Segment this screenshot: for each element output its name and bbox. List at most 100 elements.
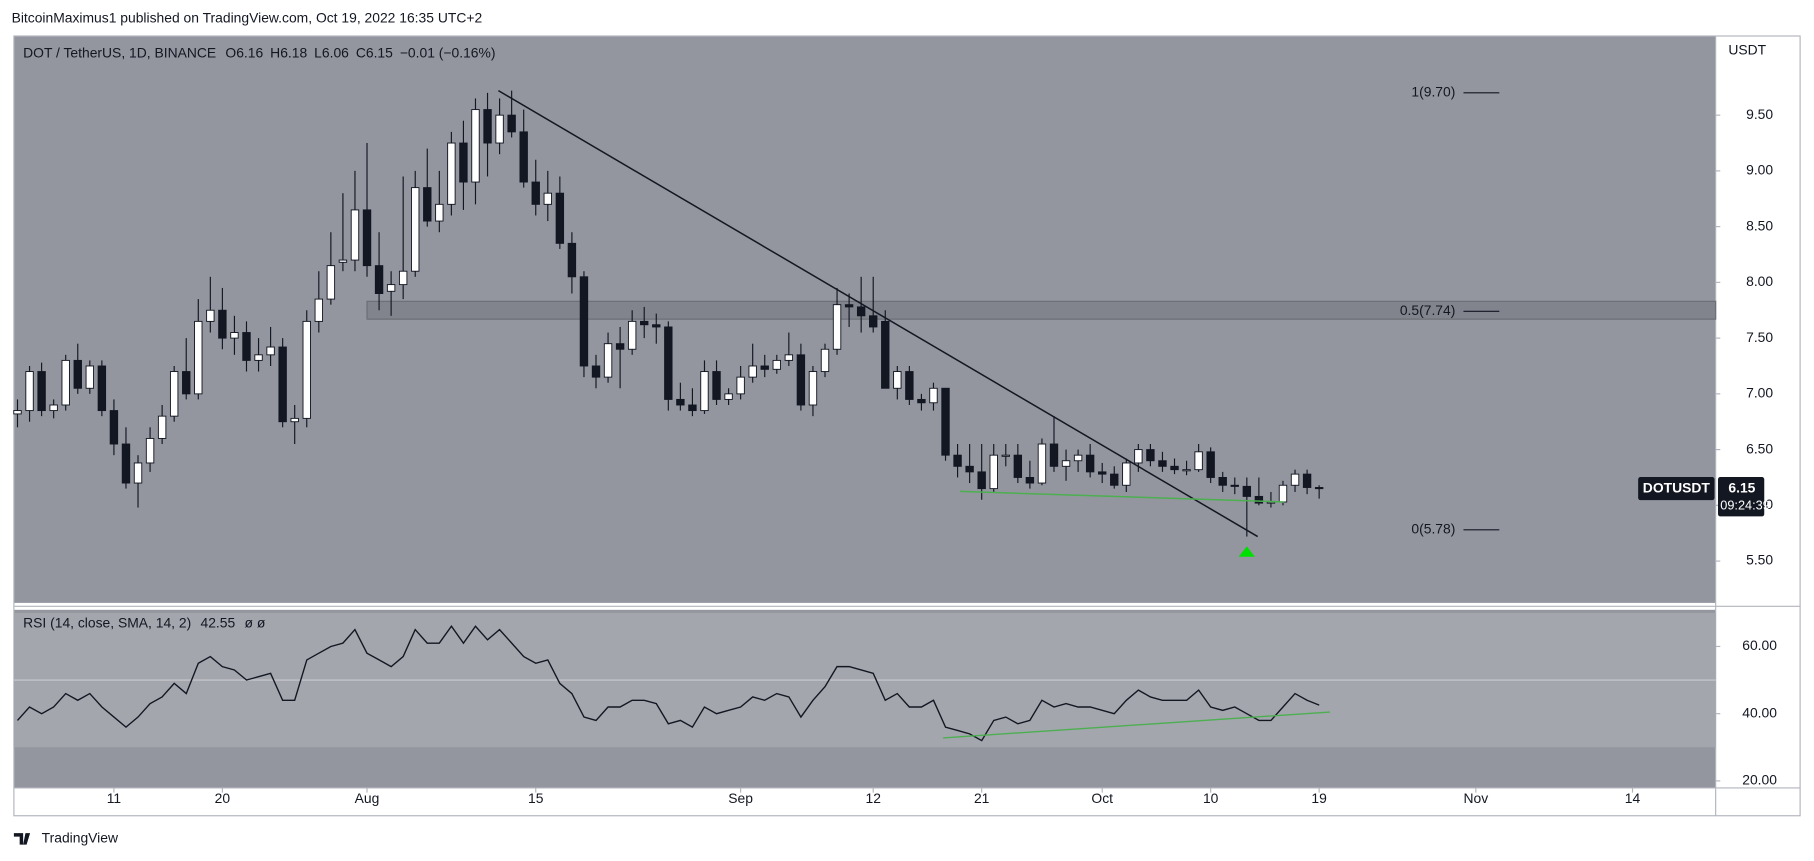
candle-body — [1230, 484, 1239, 487]
candle-body — [145, 437, 155, 464]
candle-body — [917, 398, 926, 404]
candle-body — [1194, 451, 1203, 471]
x-tick-label: 21 — [974, 790, 990, 806]
header: BitcoinMaximus1 published on TradingView… — [12, 9, 483, 25]
candle-body — [121, 443, 131, 484]
candle-body — [748, 365, 757, 378]
candle-body — [49, 404, 58, 412]
candle-body — [1001, 454, 1010, 457]
candle-body — [1254, 495, 1264, 504]
candle-body — [736, 376, 745, 395]
candle-body — [1073, 454, 1083, 462]
candle-body — [1025, 476, 1035, 484]
rsi-label: RSI (14, close, SMA, 14, 2) — [23, 614, 191, 630]
candle-body — [844, 304, 854, 308]
candle-body — [856, 306, 866, 317]
candle-body — [338, 259, 348, 263]
rsi-value: 42.55 — [201, 614, 236, 630]
ohlc-letter: L — [314, 44, 322, 60]
ohlc-letter: C — [356, 44, 366, 60]
candle-body — [893, 371, 902, 389]
candle-body — [37, 371, 46, 412]
candle-body — [652, 324, 661, 328]
footer-logo: TradingView — [13, 830, 119, 846]
candle-body — [386, 284, 396, 292]
candle-body — [712, 371, 721, 400]
candle-body — [808, 371, 818, 406]
rsi-y-tick-label: 40.00 — [1742, 704, 1777, 720]
candle-body — [760, 365, 769, 370]
candle-body — [1218, 476, 1227, 486]
candle-body — [1278, 484, 1288, 503]
candle-body — [1182, 469, 1191, 472]
candle-body — [784, 354, 794, 361]
rsi-line — [16, 625, 1320, 742]
support-line — [959, 490, 1285, 503]
candle-body — [169, 371, 179, 417]
candle-body — [724, 393, 733, 400]
ohlc-letter: H — [270, 44, 280, 60]
candle-body — [97, 365, 107, 412]
resistance-zone — [366, 300, 1717, 320]
candle-body — [471, 109, 480, 183]
candle-body — [1110, 473, 1119, 486]
candle-body — [1170, 465, 1179, 471]
candle-body — [1085, 454, 1095, 473]
y-tick-label: 7.00 — [1746, 385, 1773, 401]
y-tick-label: 9.00 — [1746, 162, 1773, 178]
fib-label: 1(9.70) — [1411, 84, 1455, 100]
candle-body — [73, 359, 82, 389]
candle-body — [627, 320, 637, 350]
rsi-nulls: ø ø — [244, 614, 265, 630]
candle-body — [688, 404, 697, 412]
candle-body — [832, 304, 842, 350]
x-tick-label: 11 — [107, 790, 122, 806]
candle-body — [1146, 449, 1155, 462]
candle-body — [953, 454, 962, 467]
ohlc-letter: O — [225, 44, 236, 60]
candle-body — [182, 371, 191, 395]
candle-body — [423, 187, 432, 222]
candle-body — [1134, 449, 1143, 464]
candle-body — [1302, 473, 1312, 488]
candle-body — [411, 187, 420, 272]
candle-body — [85, 365, 95, 389]
x-tick-label: Oct — [1091, 790, 1113, 806]
candle-body — [314, 298, 324, 322]
x-tick-label: Nov — [1463, 790, 1488, 806]
candle-body — [640, 320, 649, 326]
candle-body — [700, 371, 709, 412]
candle-body — [567, 242, 577, 278]
candle-body — [230, 332, 239, 339]
candle-body — [1314, 487, 1324, 490]
candle-body — [869, 315, 878, 328]
ohlc-value: 6.15 — [366, 44, 393, 60]
candle-body — [157, 415, 167, 439]
rsi-legend: RSI (14, close, SMA, 14, 2) 42.55 ø ø — [23, 614, 266, 630]
y-tick-label: 8.00 — [1746, 273, 1773, 289]
candle-body — [603, 343, 613, 378]
candle-body — [435, 203, 444, 222]
candle-body — [278, 346, 287, 423]
candle-body — [133, 462, 143, 484]
candle-body — [447, 142, 456, 205]
y-tick-label: 9.50 — [1746, 106, 1773, 122]
x-tick-label: 10 — [1203, 790, 1219, 806]
ohlc-value: 6.18 — [280, 44, 307, 60]
candle-body — [254, 354, 263, 361]
candle-body — [615, 343, 625, 350]
candle-body — [266, 346, 275, 356]
candle-body — [989, 454, 998, 490]
y-tick-label: 7.50 — [1746, 329, 1773, 345]
y-tick-label: 8.50 — [1746, 217, 1773, 233]
x-tick-label: Aug — [355, 790, 380, 806]
y-tick-label: 6.50 — [1746, 440, 1773, 456]
candle-body — [1158, 460, 1167, 467]
candle-body — [881, 320, 890, 389]
candle-body — [290, 417, 299, 423]
candle-body — [941, 387, 950, 456]
candle-body — [362, 209, 372, 267]
candle-body — [1049, 443, 1059, 467]
y-tick-label: 5.50 — [1746, 552, 1773, 568]
